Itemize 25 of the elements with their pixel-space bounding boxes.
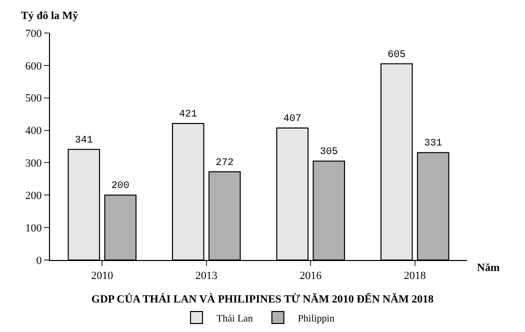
y-tick-label: 200 — [25, 190, 42, 202]
y-axis-title: Tỷ đô la Mỹ — [21, 10, 79, 22]
y-tick-label: 0 — [36, 254, 42, 267]
x-tick-label: 2010 — [91, 270, 114, 282]
y-tick-label: 700 — [25, 28, 42, 40]
data-label: 331 — [424, 138, 442, 150]
data-label: 272 — [216, 158, 234, 169]
x-tick-label: 2013 — [195, 270, 218, 282]
data-label: 305 — [320, 147, 338, 158]
y-tick-label: 300 — [25, 158, 42, 170]
data-label: 407 — [283, 114, 302, 126]
y-tick-label: 100 — [25, 222, 42, 234]
x-axis-title: Năm — [477, 262, 500, 274]
data-label: 341 — [74, 135, 93, 146]
y-tick-label: 400 — [25, 125, 42, 138]
x-tick-label: 2018 — [404, 270, 426, 282]
text: GDP CỦA THÁI LAN VÀ PHILIPINES TỪ NĂM 2010 ĐẾN NĂM 2018 — [91, 292, 434, 306]
data-label: 605 — [388, 50, 406, 61]
y-tick-label: 500 — [25, 92, 42, 105]
x-tick-label: 2016 — [300, 270, 322, 282]
legend-label: Thái Lan — [216, 313, 253, 324]
legend-label: Philippin — [298, 313, 335, 324]
y-tick-label: 600 — [25, 60, 42, 72]
data-label: 421 — [179, 109, 198, 120]
data-label: 200 — [111, 181, 130, 192]
